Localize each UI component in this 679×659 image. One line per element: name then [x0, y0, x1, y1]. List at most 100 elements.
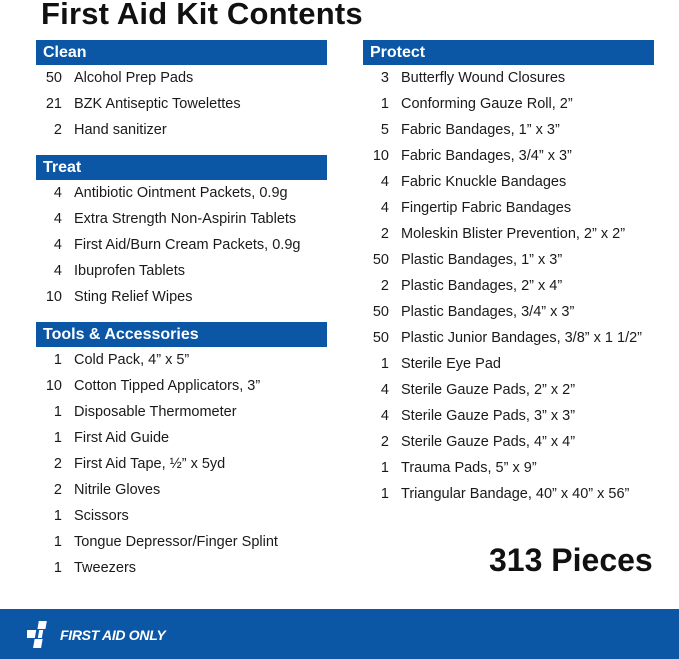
item-name: Cold Pack, 4” x 5”	[74, 352, 190, 368]
list-item: 2 Moleskin Blister Prevention, 2” x 2”	[363, 221, 654, 247]
list-item: 4 Extra Strength Non-Aspirin Tablets	[36, 206, 327, 232]
item-quantity: 2	[53, 122, 62, 138]
list-item: 4 Ibuprofen Tablets	[36, 258, 327, 284]
item-name: Cotton Tipped Applicators, 3”	[74, 378, 261, 394]
item-name: Tweezers	[74, 560, 137, 576]
item-name: Antibiotic Ointment Packets, 0.9g	[74, 185, 288, 201]
item-quantity: 4	[53, 211, 62, 227]
list-item: 1 Disposable Thermometer	[36, 399, 327, 425]
item-quantity: 10	[45, 289, 62, 305]
item-quantity: 4	[53, 263, 62, 279]
item-name: BZK Antiseptic Towelettes	[74, 96, 241, 112]
item-quantity: 5	[380, 122, 389, 138]
list-item: 1 Sterile Eye Pad	[363, 351, 654, 377]
list-item: 1 Scissors	[36, 503, 327, 529]
item-quantity: 4	[380, 174, 389, 190]
item-name: Fabric Bandages, 1” x 3”	[401, 122, 560, 138]
list-item: 1 Tongue Depressor/Finger Splint	[36, 529, 327, 555]
list-item: 2 Nitrile Gloves	[36, 477, 327, 503]
item-quantity: 2	[380, 434, 389, 450]
item-quantity: 1	[53, 508, 62, 524]
item-quantity: 2	[380, 226, 389, 242]
item-quantity: 1	[380, 96, 389, 112]
item-quantity: 50	[45, 70, 62, 86]
item-name: Sterile Gauze Pads, 4” x 4”	[401, 434, 576, 450]
item-quantity: 50	[372, 252, 389, 268]
section-clean: Clean 50 Alcohol Prep Pads 21 BZK Antiseptic…	[36, 40, 327, 155]
list-item: 21 BZK Antiseptic Towelettes	[36, 91, 327, 117]
item-name: Plastic Bandages, 1” x 3”	[401, 252, 563, 268]
section-treat: Treat 4 Antibiotic Ointment Packets, 0.9g 4…	[36, 155, 327, 322]
list-item: 1 Cold Pack, 4” x 5”	[36, 347, 327, 373]
item-quantity: 50	[372, 304, 389, 320]
item-quantity: 3	[380, 70, 389, 86]
total-pieces: 313 Pieces	[489, 542, 653, 578]
item-name: Moleskin Blister Prevention, 2” x 2”	[401, 226, 626, 242]
item-name: First Aid/Burn Cream Packets, 0.9g	[74, 237, 301, 253]
item-quantity: 2	[53, 482, 62, 498]
list-item: 10 Cotton Tipped Applicators, 3”	[36, 373, 327, 399]
list-item: 1 Triangular Bandage, 40” x 40” x 56”	[363, 481, 654, 507]
item-name: Trauma Pads, 5” x 9”	[401, 460, 537, 476]
item-name: Hand sanitizer	[74, 122, 167, 138]
list-item: 4 Antibiotic Ointment Packets, 0.9g	[36, 180, 327, 206]
page-title: First Aid Kit Contents	[41, 0, 363, 31]
footer-bar: FIRST AID ONLY	[0, 609, 679, 659]
item-name: First Aid Guide	[74, 430, 170, 446]
item-quantity: 4	[380, 382, 389, 398]
item-quantity: 2	[380, 278, 389, 294]
list-item: 3 Butterfly Wound Closures	[363, 65, 654, 91]
item-name: Fingertip Fabric Bandages	[401, 200, 572, 216]
list-item: 1 Conforming Gauze Roll, 2”	[363, 91, 654, 117]
item-name: Sterile Eye Pad	[401, 356, 501, 372]
list-item: 1 Trauma Pads, 5” x 9”	[363, 455, 654, 481]
item-quantity: 1	[380, 356, 389, 372]
item-name: Extra Strength Non-Aspirin Tablets	[74, 211, 297, 227]
item-name: Fabric Bandages, 3/4” x 3”	[401, 148, 572, 164]
cross-logo-icon	[27, 621, 47, 648]
list-item: 1 Tweezers	[36, 555, 327, 581]
item-name: Nitrile Gloves	[74, 482, 161, 498]
item-name: Ibuprofen Tablets	[74, 263, 185, 279]
list-item: 2 Plastic Bandages, 2” x 4”	[363, 273, 654, 299]
item-name: Triangular Bandage, 40” x 40” x 56”	[401, 486, 630, 502]
item-quantity: 1	[53, 560, 62, 576]
item-quantity: 1	[53, 430, 62, 446]
list-item: 4 Sterile Gauze Pads, 3” x 3”	[363, 403, 654, 429]
list-item: 50 Plastic Junior Bandages, 3/8” x 1 1/2”	[363, 325, 654, 351]
item-quantity: 10	[45, 378, 62, 394]
item-name: Sterile Gauze Pads, 2” x 2”	[401, 382, 576, 398]
section-header: Treat	[36, 155, 327, 180]
item-name: Fabric Knuckle Bandages	[401, 174, 567, 190]
item-name: Alcohol Prep Pads	[74, 70, 194, 86]
list-item: 50 Plastic Bandages, 1” x 3”	[363, 247, 654, 273]
item-name: Sterile Gauze Pads, 3” x 3”	[401, 408, 576, 424]
item-name: Plastic Bandages, 3/4” x 3”	[401, 304, 575, 320]
item-quantity: 1	[53, 352, 62, 368]
list-item: 4 Fingertip Fabric Bandages	[363, 195, 654, 221]
section-header: Tools & Accessories	[36, 322, 327, 347]
item-name: Plastic Bandages, 2” x 4”	[401, 278, 563, 294]
item-quantity: 21	[45, 96, 62, 112]
item-quantity: 4	[53, 185, 62, 201]
item-name: Conforming Gauze Roll, 2”	[401, 96, 573, 112]
list-item: 4 Sterile Gauze Pads, 2” x 2”	[363, 377, 654, 403]
list-item: 1 First Aid Guide	[36, 425, 327, 451]
item-quantity: 4	[380, 408, 389, 424]
section-header: Clean	[36, 40, 327, 65]
list-item: 2 Sterile Gauze Pads, 4” x 4”	[363, 429, 654, 455]
list-item: 4 Fabric Knuckle Bandages	[363, 169, 654, 195]
item-name: Disposable Thermometer	[74, 404, 237, 420]
item-quantity: 1	[380, 460, 389, 476]
item-name: First Aid Tape, ½” x 5yd	[74, 456, 226, 472]
list-item: 50 Alcohol Prep Pads	[36, 65, 327, 91]
list-item: 10 Fabric Bandages, 3/4” x 3”	[363, 143, 654, 169]
item-quantity: 50	[372, 330, 389, 346]
item-name: Scissors	[74, 508, 129, 524]
section-protect: Protect 3 Butterfly Wound Closures 1 Conform…	[363, 40, 654, 519]
brand-logo: FIRST AID ONLY	[27, 620, 166, 650]
item-quantity: 1	[53, 534, 62, 550]
item-name: Sting Relief Wipes	[74, 289, 193, 305]
list-item: 2 First Aid Tape, ½” x 5yd	[36, 451, 327, 477]
list-item: 10 Sting Relief Wipes	[36, 284, 327, 310]
